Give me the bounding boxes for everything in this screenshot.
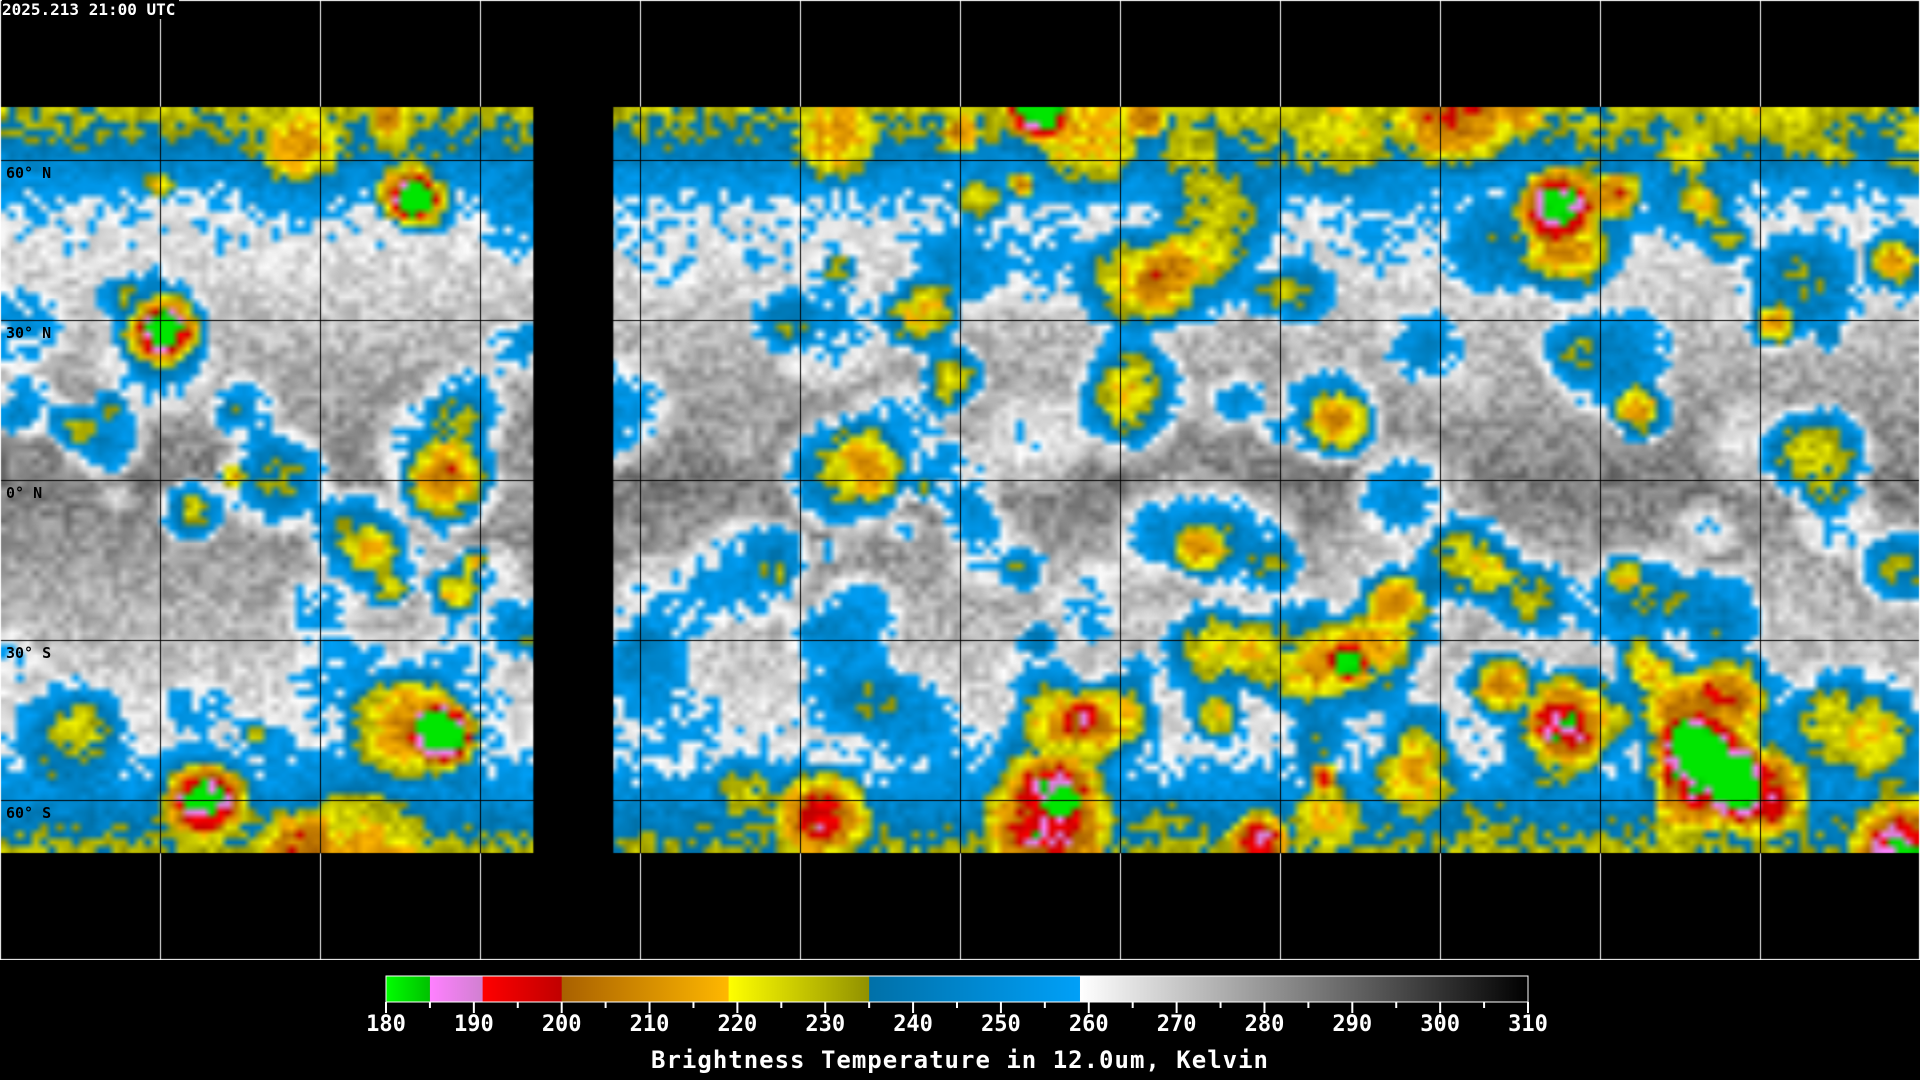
colorbar-tick-label: 260 [1068,1012,1109,1037]
lat-label: 30° N [6,324,52,342]
colorbar [385,975,1529,1013]
satellite-map [0,0,1920,960]
lat-label: 60° S [6,804,52,822]
colorbar-tick-label: 200 [541,1012,582,1037]
colorbar-tick-label: 310 [1508,1012,1548,1037]
colorbar-segment [429,976,484,1002]
colorbar-tick-label: 300 [1420,1012,1461,1037]
colorbar-tick-label: 230 [805,1012,846,1037]
colorbar-title: Brightness Temperature in 12.0um, Kelvin [651,1046,1269,1074]
colorbar-tick-label: 250 [981,1012,1021,1037]
colorbar-tick-label: 180 [366,1012,406,1037]
colorbar-tick-label: 270 [1156,1012,1197,1037]
lat-label: 30° S [6,644,52,662]
colorbar-segment [728,976,870,1002]
lat-label: 60° N [6,164,52,182]
colorbar-segment [1079,976,1529,1002]
colorbar-tick-label: 190 [453,1012,494,1037]
colorbar-tick-label: 280 [1244,1012,1285,1037]
colorbar-tick-label: 210 [629,1012,670,1037]
timestamp: 2025.213 21:00 UTC [2,0,180,19]
colorbar-segment [869,976,1081,1002]
colorbar-segment [561,976,730,1002]
lat-label: 0° N [6,484,43,502]
colorbar-tick-label: 290 [1332,1012,1373,1037]
colorbar-segment [386,976,431,1002]
colorbar-segment [482,976,563,1002]
colorbar-tick-label: 240 [893,1012,933,1037]
colorbar-tick-label: 220 [717,1012,758,1037]
